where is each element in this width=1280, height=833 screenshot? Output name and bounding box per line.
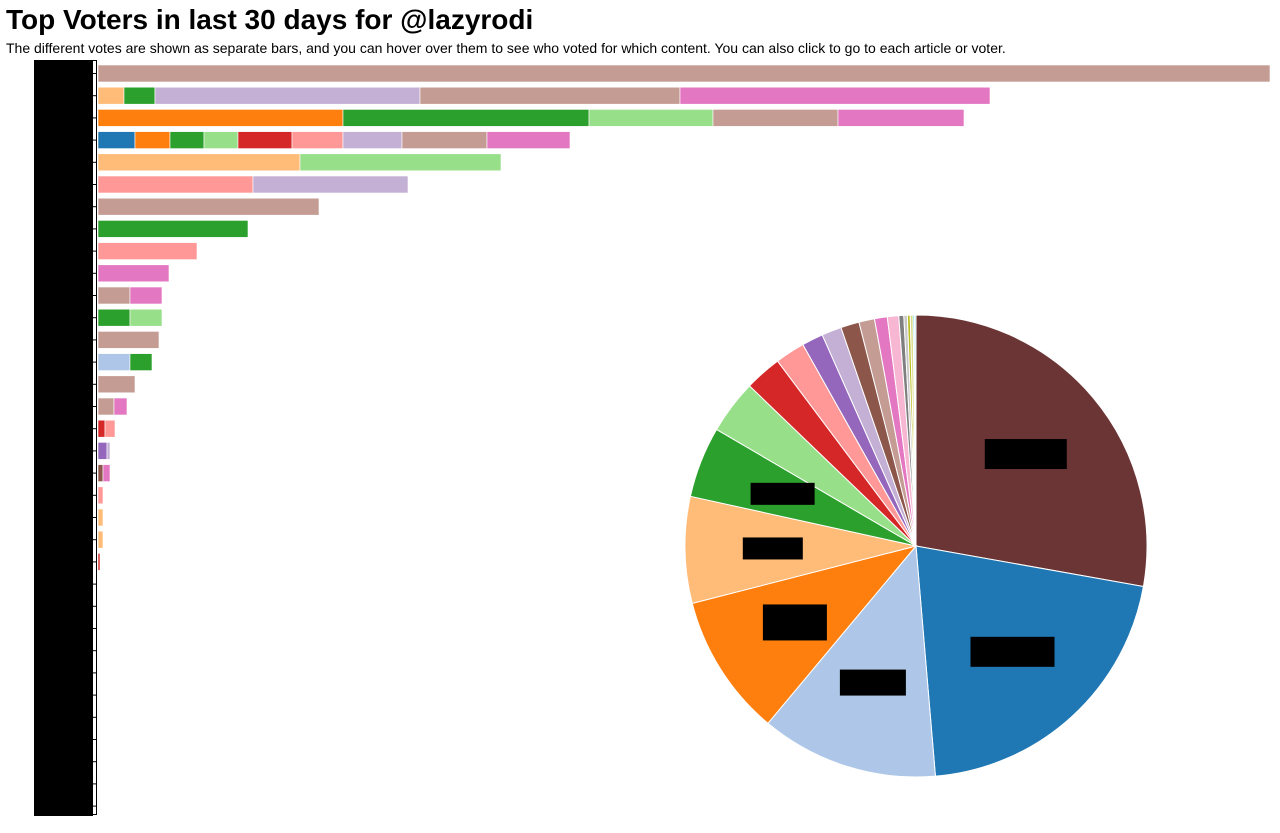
bar-segment[interactable] <box>588 109 714 127</box>
bar-segment[interactable] <box>97 397 115 416</box>
bar-segment[interactable] <box>129 353 153 371</box>
vote-share-pie-chart <box>684 314 1148 778</box>
bar-segment[interactable] <box>129 308 163 327</box>
pie-label-redaction <box>750 482 815 505</box>
bar-segment[interactable] <box>123 86 156 105</box>
bar-segment[interactable] <box>97 553 101 571</box>
pie-slice[interactable] <box>767 544 936 778</box>
bar-segment[interactable] <box>97 197 320 216</box>
bar-segment[interactable] <box>342 131 403 149</box>
pie-label-redaction <box>762 604 827 641</box>
bar-segment[interactable] <box>97 375 136 394</box>
page-title: Top Voters in last 30 days for @lazyrodi <box>6 4 534 35</box>
bar-segment[interactable] <box>97 508 104 527</box>
bar-segment[interactable] <box>291 131 344 149</box>
stacked-bar-chart <box>97 64 1271 571</box>
pie-label-redaction <box>970 636 1055 667</box>
bar-segment[interactable] <box>97 419 106 438</box>
bar-segment[interactable] <box>97 486 104 505</box>
pie-label-redaction <box>984 439 1067 470</box>
bar-segment[interactable] <box>97 131 136 149</box>
bar-segment[interactable] <box>97 242 198 260</box>
voter-axis <box>34 60 97 816</box>
bar-segment[interactable] <box>252 175 409 194</box>
bar-segment[interactable] <box>154 86 421 105</box>
bar-segment[interactable] <box>97 464 104 482</box>
bar-segment[interactable] <box>299 153 502 172</box>
bar-segment[interactable] <box>104 419 116 438</box>
bar-segment[interactable] <box>97 86 125 105</box>
bar-segment[interactable] <box>712 109 839 127</box>
voter-labels-redaction <box>34 60 93 816</box>
bar-segment[interactable] <box>97 175 254 194</box>
pie-slice[interactable] <box>914 314 917 547</box>
bar-segment[interactable] <box>97 220 249 238</box>
pie-label-redaction <box>742 537 803 560</box>
pie-label-redactions <box>742 439 1067 696</box>
bar-segment[interactable] <box>837 109 965 127</box>
bar-segment[interactable] <box>106 442 111 460</box>
bar-segment[interactable] <box>97 331 160 349</box>
bar-segment[interactable] <box>97 153 301 172</box>
bar-segment[interactable] <box>486 131 571 149</box>
bar-segment[interactable] <box>97 442 108 460</box>
bar-segment[interactable] <box>401 131 488 149</box>
bar-segment[interactable] <box>97 264 170 283</box>
bar-segment[interactable] <box>679 86 991 105</box>
pie-label-redaction <box>839 669 906 696</box>
bar-segment[interactable] <box>169 131 205 149</box>
bar-segment[interactable] <box>134 131 171 149</box>
bar-segment[interactable] <box>97 64 1271 83</box>
bar-segment[interactable] <box>203 131 239 149</box>
bar-segment[interactable] <box>97 286 131 305</box>
bar-segment[interactable] <box>97 530 104 549</box>
bar-segment[interactable] <box>419 86 681 105</box>
bar-segment[interactable] <box>102 464 111 482</box>
bar-segment[interactable] <box>97 353 131 371</box>
bar-segment[interactable] <box>97 109 344 127</box>
page-subtitle: The different votes are shown as separat… <box>6 40 1006 56</box>
bar-segment[interactable] <box>129 286 163 305</box>
bar-segment[interactable] <box>113 397 128 416</box>
bar-segment[interactable] <box>237 131 293 149</box>
bar-segment[interactable] <box>97 308 131 327</box>
bar-segment[interactable] <box>342 109 590 127</box>
